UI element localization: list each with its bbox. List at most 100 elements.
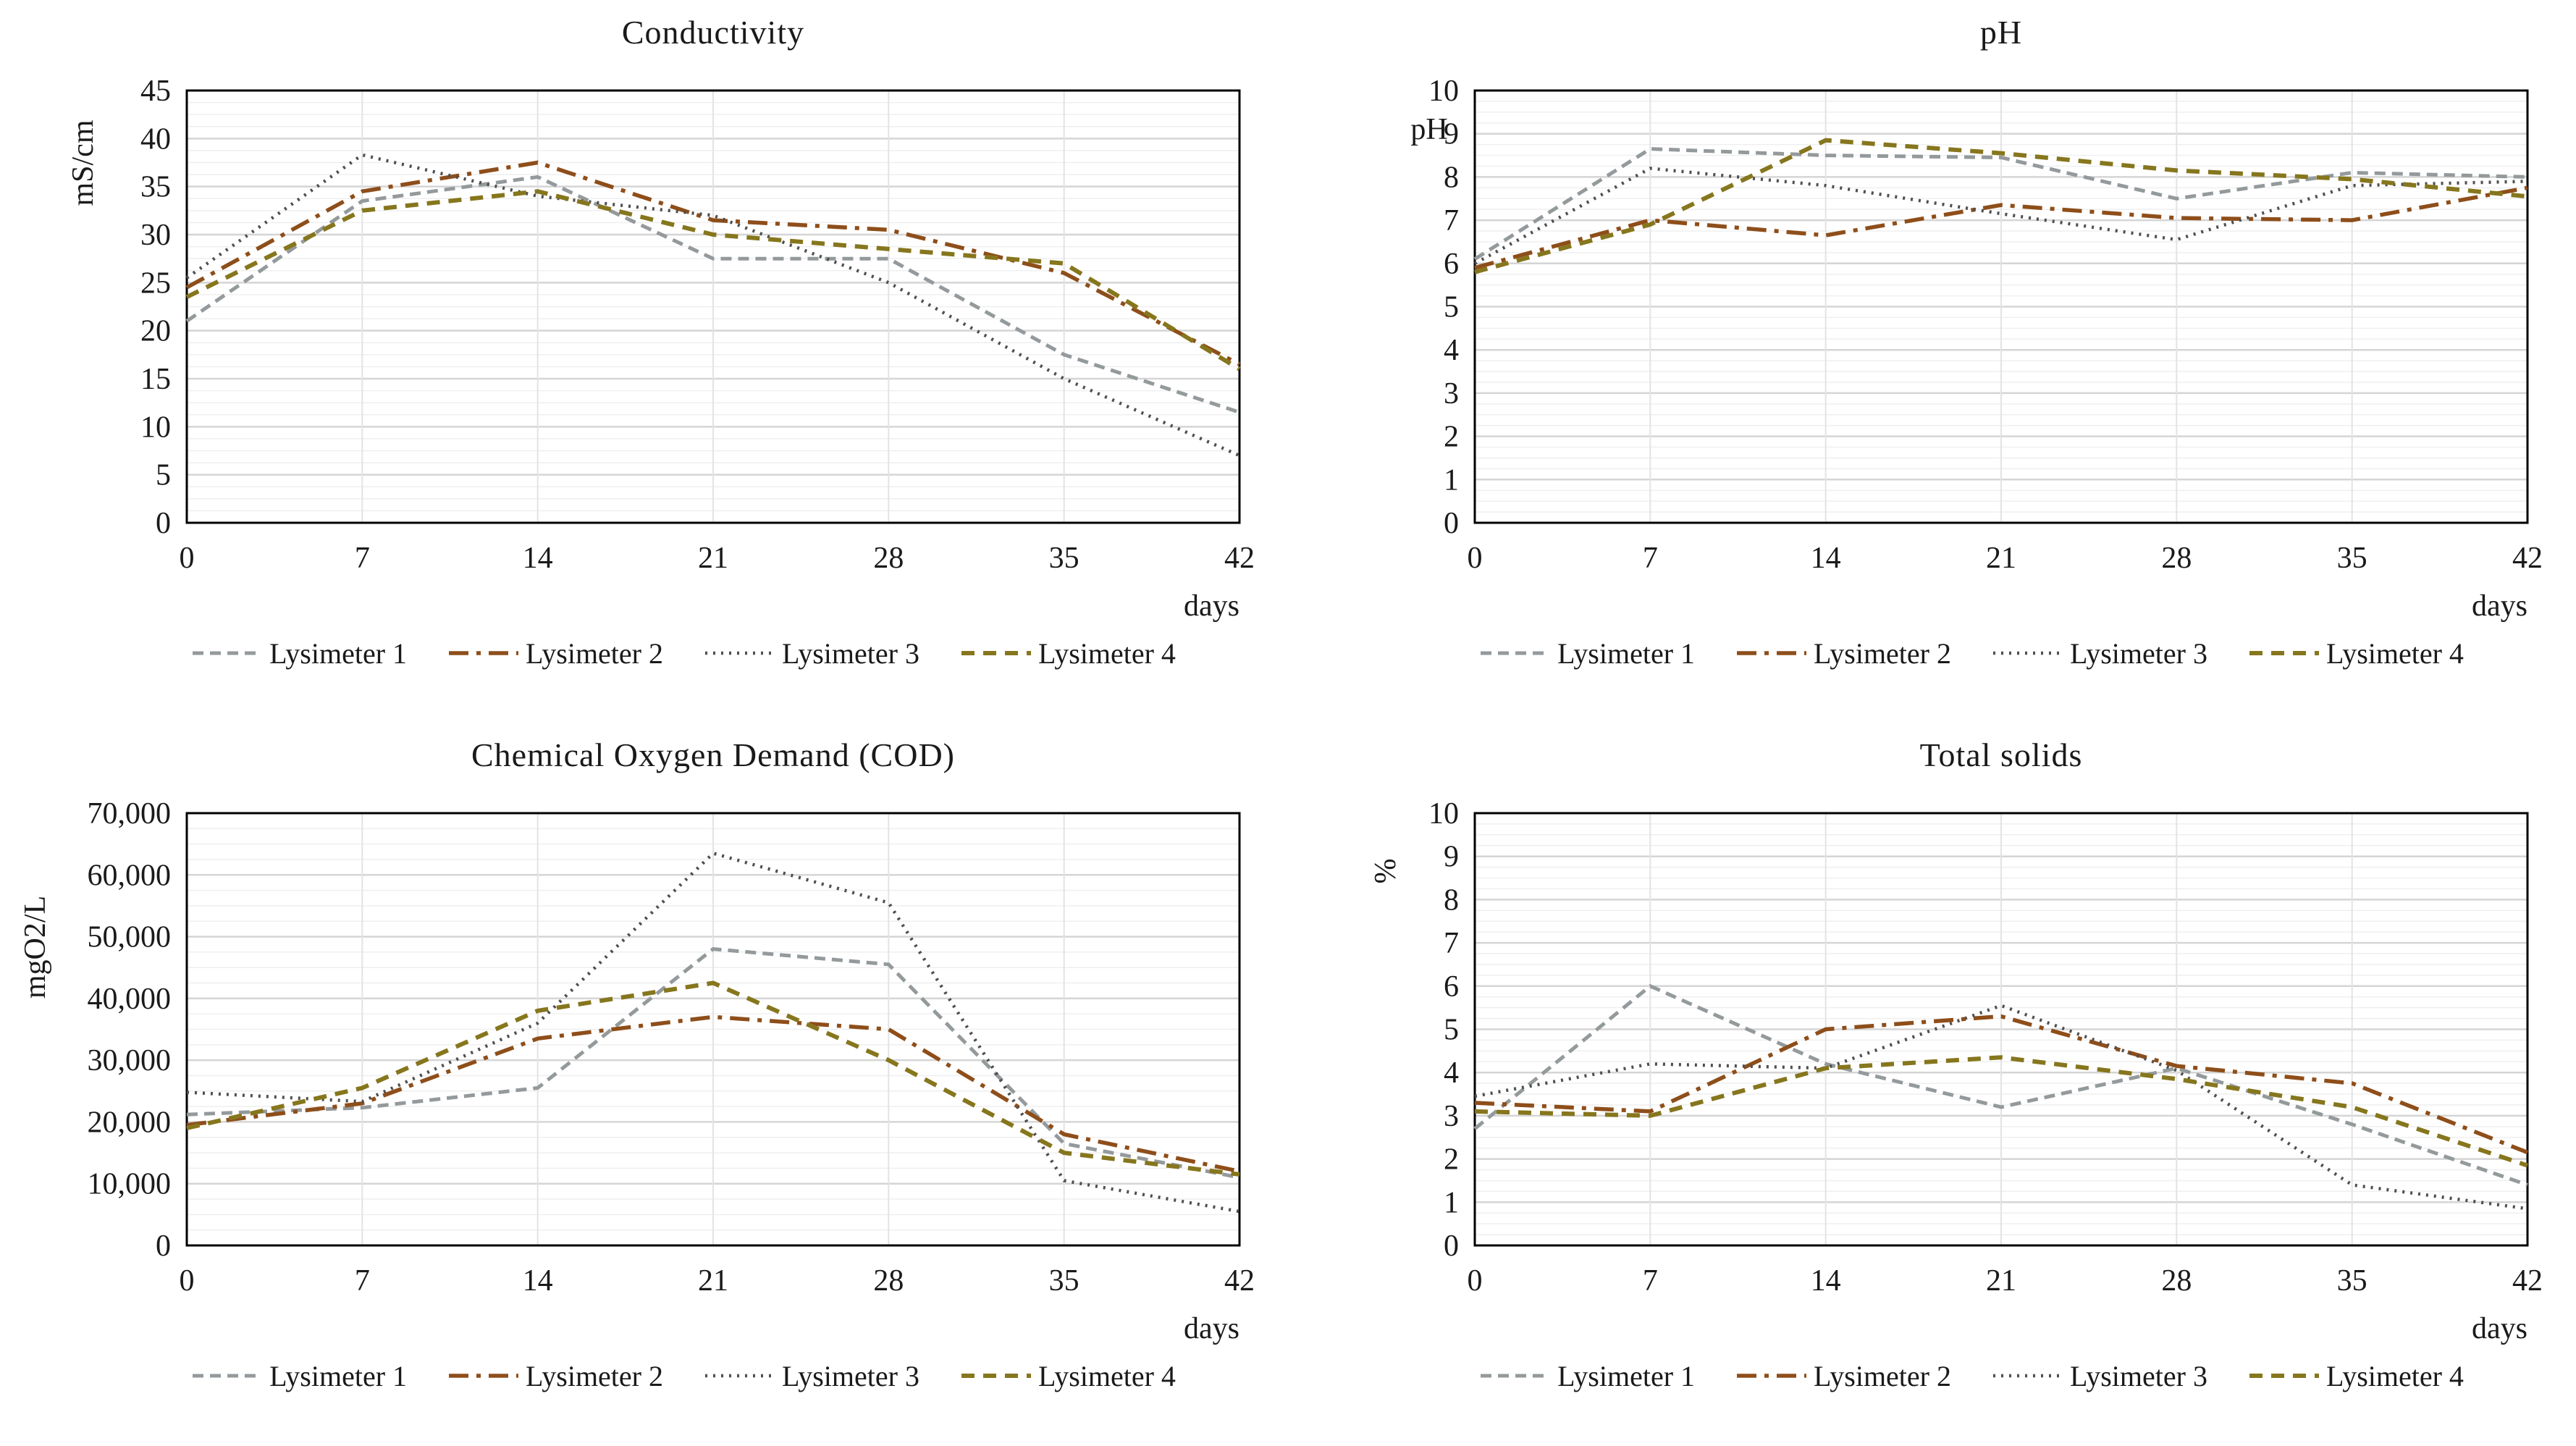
series-line-lysimeter-4 — [1474, 138, 2528, 274]
chart-legend: Lysimeter 1 Lysimeter 2 Lysimeter 3 Lysimet… — [1418, 1354, 2526, 1397]
svg-text:35: 35 — [2337, 1264, 2367, 1298]
svg-text:3: 3 — [1444, 1100, 1459, 1133]
legend-label: Lysimeter 1 — [269, 636, 408, 670]
svg-text:0: 0 — [180, 1264, 195, 1298]
chart-conductivity: Conductivity 0 5 10 15 20 25 30 35 40 45 0 7 14 21 28 3… — [0, 0, 1288, 723]
legend-line-sample — [1481, 651, 1551, 655]
svg-text:4: 4 — [1444, 1056, 1459, 1090]
svg-text:21: 21 — [1986, 1264, 2016, 1298]
legend-label: Lysimeter 2 — [526, 636, 663, 670]
legend-item-lysimeter-3: Lysimeter 3 — [705, 636, 919, 671]
chart-ph: pH 0 1 2 3 4 5 6 7 8 9 10 0 7 14 21 28 35 42 days pH Lysime… — [1288, 0, 2576, 723]
svg-text:45: 45 — [140, 75, 171, 108]
series-lines — [1473, 138, 2528, 274]
svg-text:2: 2 — [1444, 421, 1459, 454]
svg-text:42: 42 — [1224, 542, 1255, 575]
conductivity-plot: 0 5 10 15 20 25 30 35 40 45 0 7 14 21 28 35 42 days mS/cm — [67, 75, 1255, 623]
legend-label: Lysimeter 3 — [782, 1359, 919, 1392]
svg-text:21: 21 — [698, 1264, 728, 1298]
plot-border — [185, 89, 1241, 524]
svg-text:0: 0 — [1444, 1229, 1459, 1263]
legend-line-sample — [705, 651, 775, 655]
svg-text:7: 7 — [1643, 1264, 1658, 1298]
svg-text:28: 28 — [873, 1264, 904, 1298]
series-line-lysimeter-2 — [1474, 185, 2528, 270]
legend-item-lysimeter-2: Lysimeter 2 — [1737, 1359, 1951, 1393]
svg-text:40: 40 — [140, 122, 171, 156]
svg-text:0: 0 — [156, 507, 171, 540]
series-lines — [1473, 983, 2529, 1211]
series-line-lysimeter-1 — [1473, 147, 2528, 261]
svg-text:5: 5 — [1444, 1014, 1459, 1047]
svg-text:42: 42 — [1224, 1264, 1255, 1298]
legend-line-sample — [193, 1374, 263, 1378]
svg-text:35: 35 — [2337, 542, 2367, 575]
legend-line-sample — [961, 651, 1031, 655]
legend-item-lysimeter-3: Lysimeter 3 — [1993, 636, 2207, 671]
x-axis-tick-labels: 0 7 14 21 28 35 42 — [180, 1264, 1255, 1298]
svg-text:28: 28 — [873, 542, 904, 575]
y-axis-tick-labels: 0 1 2 3 4 5 6 7 8 9 10 — [1428, 75, 1459, 540]
svg-text:25: 25 — [140, 266, 171, 300]
legend-line-sample — [2249, 1374, 2319, 1378]
series-line-lysimeter-1 — [185, 175, 1240, 414]
gridlines — [187, 813, 1240, 1245]
svg-text:0: 0 — [1468, 542, 1483, 575]
svg-text:5: 5 — [156, 459, 171, 492]
svg-text:28: 28 — [2161, 1264, 2192, 1298]
series-line-lysimeter-2 — [185, 160, 1241, 366]
plot-border — [185, 812, 1241, 1247]
svg-text:8: 8 — [1444, 161, 1459, 194]
svg-text:9: 9 — [1444, 118, 1459, 151]
svg-text:5: 5 — [1444, 291, 1459, 324]
svg-text:10: 10 — [140, 411, 171, 444]
svg-text:6: 6 — [1444, 248, 1459, 281]
legend-line-sample — [705, 1374, 775, 1378]
legend-line-sample — [449, 651, 519, 655]
svg-text:15: 15 — [140, 363, 171, 396]
legend-item-lysimeter-2: Lysimeter 2 — [1737, 636, 1951, 671]
svg-text:21: 21 — [698, 542, 728, 575]
legend-item-lysimeter-3: Lysimeter 3 — [1993, 1359, 2207, 1393]
legend-item-lysimeter-4: Lysimeter 4 — [2249, 1359, 2464, 1393]
svg-text:10: 10 — [1428, 75, 1459, 108]
series-line-lysimeter-4 — [186, 980, 1240, 1177]
y-axis-unit-label: mgO2/L — [19, 896, 52, 999]
x-axis-tick-labels: 0 7 14 21 28 35 42 — [180, 542, 1255, 575]
x-axis-unit-label: days — [1184, 589, 1239, 623]
legend-line-sample — [193, 651, 263, 655]
legend-item-lysimeter-3: Lysimeter 3 — [705, 1359, 919, 1393]
x-axis-unit-label: days — [2472, 589, 2527, 623]
y-axis-unit-label: % — [1369, 859, 1402, 884]
legend-label: Lysimeter 2 — [526, 1359, 663, 1392]
svg-text:70,000: 70,000 — [88, 797, 172, 831]
svg-text:4: 4 — [1444, 334, 1459, 367]
chart-legend: Lysimeter 1 Lysimeter 2 Lysimeter 3 Lysimet… — [130, 1354, 1238, 1397]
legend-item-lysimeter-2: Lysimeter 2 — [449, 1359, 663, 1393]
legend-item-lysimeter-4: Lysimeter 4 — [961, 636, 1176, 671]
chart-title: pH — [1979, 14, 2023, 51]
svg-text:7: 7 — [1444, 204, 1459, 238]
legend-item-lysimeter-4: Lysimeter 4 — [961, 1359, 1176, 1393]
svg-text:8: 8 — [1444, 883, 1459, 917]
svg-text:0: 0 — [1444, 507, 1459, 540]
svg-text:0: 0 — [1468, 1264, 1483, 1298]
legend-item-lysimeter-1: Lysimeter 1 — [1481, 1359, 1695, 1393]
svg-text:1: 1 — [1444, 1186, 1459, 1219]
total-solids-plot: 0 1 2 3 4 5 6 7 8 9 10 0 7 14 21 28 35 42 days% — [1369, 797, 2543, 1345]
legend-line-sample — [2249, 651, 2319, 655]
legend-item-lysimeter-2: Lysimeter 2 — [449, 636, 663, 671]
svg-text:35: 35 — [140, 171, 171, 204]
svg-text:10,000: 10,000 — [88, 1168, 172, 1201]
gridlines — [1475, 813, 2528, 1245]
series-lines — [186, 851, 1240, 1214]
svg-text:30,000: 30,000 — [88, 1044, 172, 1077]
series-line-lysimeter-2 — [1474, 1014, 2529, 1155]
chart-title: Total solids — [1919, 736, 2083, 773]
series-line-lysimeter-1 — [1473, 983, 2528, 1187]
chart-total-solids: Total solids 0 1 2 3 4 5 6 7 8 9 10 0 7 14 21 28 35 42 day… — [1288, 723, 2576, 1445]
legend-label: Lysimeter 3 — [2070, 636, 2207, 670]
series-line-lysimeter-1 — [186, 947, 1240, 1180]
svg-text:21: 21 — [1986, 542, 2016, 575]
